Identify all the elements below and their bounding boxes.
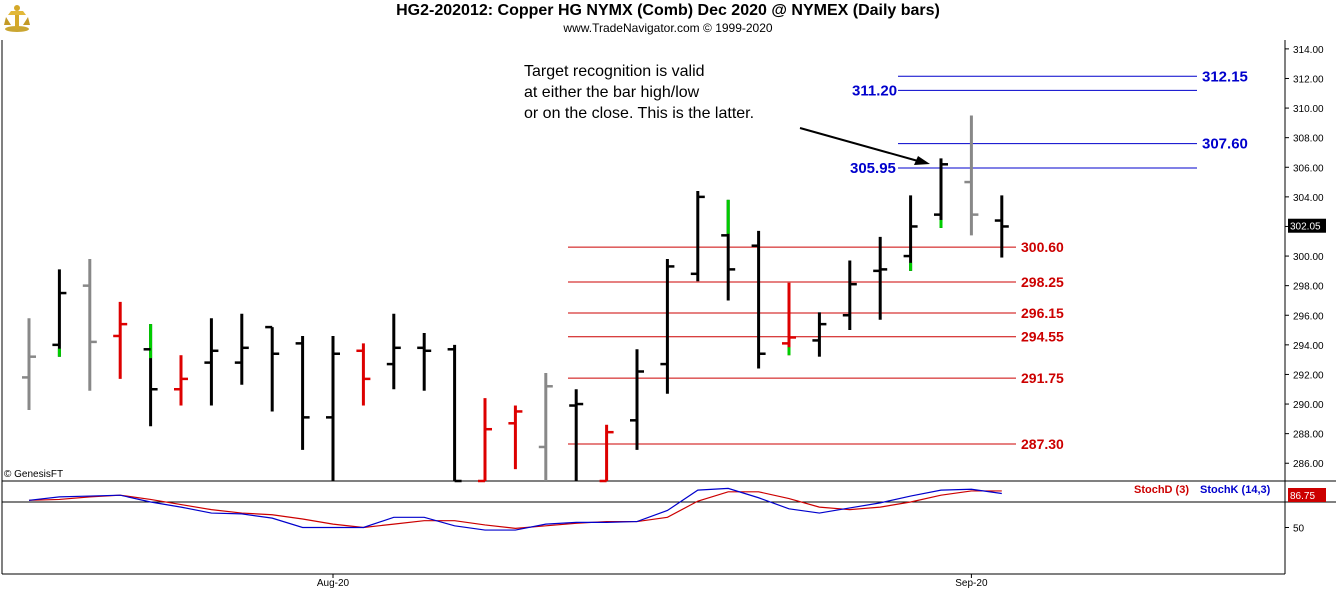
price-tick-label: 308.00 [1293,134,1324,145]
chart-title: HG2-202012: Copper HG NYMX (Comb) Dec 20… [396,2,940,19]
stoch-tick-label: 50 [1293,524,1305,535]
date-tick-label: Sep-20 [955,578,988,589]
annotation: Target recognition is valid at either the… [524,63,930,165]
target-label: 300.60 [1021,239,1064,255]
stoch-k-legend: StochK (14,3) [1200,484,1271,496]
price-tick-label: 288.00 [1293,430,1324,441]
last-price-badge [1288,218,1326,233]
price-tick-label: 300.00 [1293,252,1324,263]
target-levels: 312.15 311.20 307.60 305.95 300.60 298.25 296.… [568,68,1248,452]
target-label: 298.25 [1021,274,1064,290]
stoch-last-badge [1288,488,1326,502]
stoch-d-line [28,490,1002,529]
stoch-d-legend: StochD (3) [1134,484,1189,496]
target-label: 305.95 [850,160,896,177]
price-tick-label: 304.00 [1293,193,1324,204]
last-price-label: 302.05 [1290,222,1321,233]
annotation-arrow [799,127,919,162]
chart-frame: © GenesisFT [1,40,1336,575]
chart-subtitle: www.TradeNavigator.com © 1999-2020 [563,21,773,35]
price-tick-label: 294.00 [1293,341,1324,352]
target-label: 312.15 [1202,68,1248,85]
price-tick-label: 314.00 [1293,45,1324,56]
target-label: 311.20 [852,82,897,99]
stochastic-panel: 50 StochD (3) StochK (14,3) 86.75 [2,484,1336,535]
target-label: 307.60 [1202,136,1248,153]
price-axis: 314.00 312.00 310.00 308.00 306.00 304.00 302.… [1285,45,1326,470]
price-tick-label: 310.00 [1293,104,1324,115]
trade-navigator-logo-icon [4,5,30,32]
price-tick-label: 290.00 [1293,400,1324,411]
price-tick-label: 298.00 [1293,282,1324,293]
target-label: 287.30 [1021,436,1064,452]
annotation-text: at either the bar high/low [524,84,700,101]
price-tick-label: 296.00 [1293,311,1324,322]
stoch-k-line [28,487,1002,531]
ohlc-bars [22,115,1009,483]
genesis-credit: © GenesisFT [4,469,63,480]
price-tick-label: 286.00 [1293,459,1324,470]
date-axis: Aug-20 Sep-20 [317,574,988,589]
price-tick-label: 292.00 [1293,370,1324,381]
price-tick-label: 306.00 [1293,163,1324,174]
date-tick-label: Aug-20 [317,578,350,589]
stoch-last-label: 86.75 [1290,491,1315,502]
annotation-arrowhead [914,156,930,165]
target-label: 294.55 [1021,329,1064,345]
annotation-text: or on the close. This is the latter. [524,105,754,122]
price-tick-label: 312.00 [1293,74,1324,85]
annotation-text: Target recognition is valid [524,63,705,80]
target-label: 291.75 [1021,370,1064,386]
target-label: 296.15 [1021,305,1064,321]
